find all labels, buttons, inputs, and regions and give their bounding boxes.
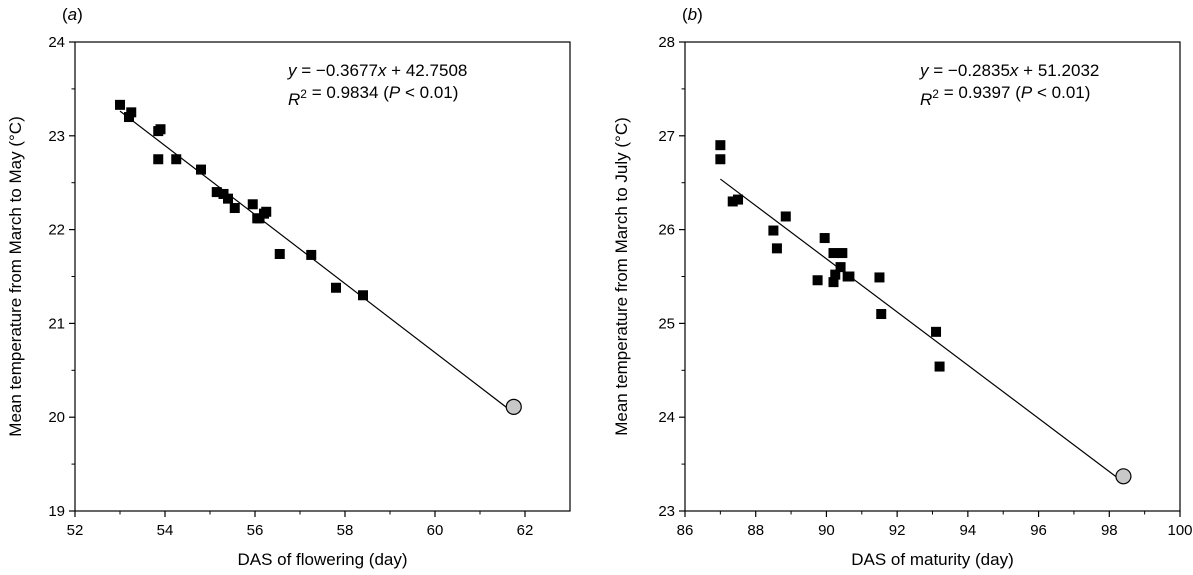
y-tick-label: 25 — [658, 315, 675, 332]
data-point — [247, 199, 258, 210]
data-point — [155, 124, 166, 135]
y-tick-label: 27 — [658, 128, 675, 145]
data-point — [768, 225, 779, 236]
x-tick-label: 60 — [427, 522, 444, 539]
data-point — [115, 99, 125, 110]
panel-label: (b) — [682, 5, 703, 24]
data-point — [812, 275, 823, 286]
x-tick-label: 96 — [1030, 522, 1047, 539]
y-tick-label: 19 — [48, 503, 65, 520]
data-point — [229, 203, 240, 214]
data-point — [331, 282, 341, 293]
data-point — [715, 140, 726, 151]
data-point — [837, 248, 848, 259]
x-tick-label: 100 — [1167, 522, 1192, 539]
data-point — [874, 272, 885, 283]
y-tick-label: 23 — [658, 503, 675, 520]
data-point — [844, 271, 855, 282]
panel-label: (a) — [62, 5, 83, 24]
y-tick-label: 28 — [658, 34, 675, 51]
plot-frame — [684, 41, 1181, 512]
data-point — [931, 326, 942, 337]
data-point — [211, 187, 222, 198]
regression-equation: y = −0.3677x + 42.7508 — [287, 61, 467, 80]
panel-b: 86 88 90 92 94 96 98 100 23 24 25 26 27 28 DAS of matu… — [612, 5, 1193, 569]
x-tick-label: 88 — [747, 522, 764, 539]
x-tick-label: 56 — [247, 522, 264, 539]
x-tick-label: 90 — [818, 522, 835, 539]
data-point — [819, 233, 830, 244]
data-point — [828, 248, 839, 259]
data-point — [828, 277, 839, 288]
x-tick-label: 98 — [1101, 522, 1118, 539]
data-point — [153, 154, 164, 165]
x-axis-label: DAS of flowering (day) — [237, 550, 407, 569]
y-axis-label: Mean temperature from March to May (°C) — [6, 116, 25, 436]
y-tick-label: 22 — [48, 222, 65, 239]
data-point — [780, 211, 791, 222]
x-tick-label: 86 — [677, 522, 694, 539]
data-point — [771, 243, 782, 254]
data-point — [733, 194, 744, 205]
y-tick-label: 21 — [48, 315, 65, 332]
y-tick-label: 24 — [48, 34, 65, 51]
r-squared-text: R2 = 0.9834 (P < 0.01) — [288, 83, 458, 109]
data-point — [830, 269, 841, 280]
x-tick-label: 94 — [960, 522, 977, 539]
panel-a: 52 54 56 58 60 62 19 20 21 22 23 24 DAS of flowering… — [6, 5, 571, 569]
y-tick-label: 23 — [48, 128, 65, 145]
data-point — [171, 154, 182, 165]
data-point — [196, 164, 206, 175]
data-point — [835, 262, 846, 273]
x-axis-label: DAS of maturity (day) — [851, 550, 1014, 569]
data-point — [306, 249, 317, 260]
predicted-point — [1115, 468, 1132, 485]
y-tick-label: 26 — [658, 222, 675, 239]
data-point — [715, 154, 726, 165]
x-tick-label: 52 — [67, 522, 84, 539]
plot-frame — [74, 41, 571, 512]
regression-line — [719, 178, 1124, 483]
r-squared-text: R2 = 0.9397 (P < 0.01) — [920, 83, 1090, 109]
x-tick-label: 92 — [889, 522, 906, 539]
y-axis-label: Mean temperature from March to July (°C) — [612, 117, 631, 436]
data-point — [876, 309, 887, 320]
regression-equation: y = −0.2835x + 51.2032 — [919, 61, 1099, 80]
predicted-point — [505, 398, 522, 415]
data-point — [126, 107, 137, 118]
y-tick-label: 20 — [48, 409, 65, 426]
x-tick-label: 62 — [517, 522, 534, 539]
data-point — [727, 196, 738, 207]
data-point — [358, 290, 368, 301]
data-point — [934, 361, 945, 372]
data-point — [274, 248, 285, 259]
y-tick-label: 24 — [658, 409, 675, 426]
x-tick-label: 54 — [157, 522, 174, 539]
data-point — [261, 206, 272, 217]
x-tick-label: 58 — [337, 522, 354, 539]
data-point — [223, 193, 233, 204]
regression-line — [119, 110, 515, 414]
